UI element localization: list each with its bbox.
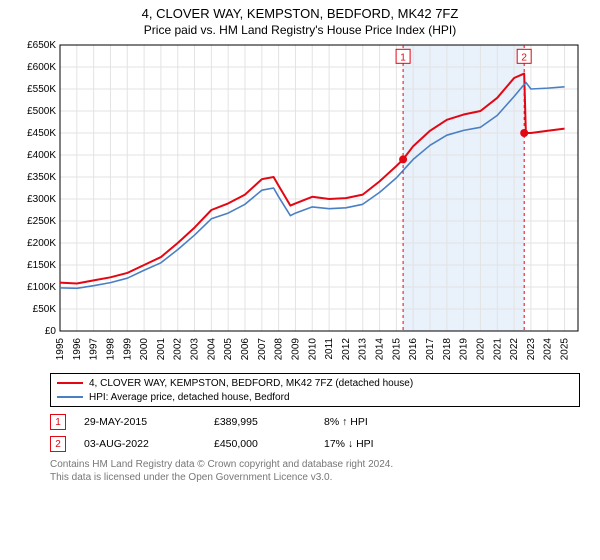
svg-text:£500K: £500K (27, 106, 56, 117)
sale-marker-box: 1 (50, 414, 66, 430)
svg-text:2013: 2013 (358, 338, 369, 361)
svg-text:2017: 2017 (425, 338, 436, 361)
sales-row: 2 03-AUG-2022£450,00017% ↓ HPI (50, 433, 580, 455)
sale-date: 03-AUG-2022 (84, 438, 214, 450)
svg-text:£0: £0 (45, 326, 57, 337)
svg-text:£100K: £100K (27, 282, 56, 293)
page-subtitle: Price paid vs. HM Land Registry's House … (0, 21, 600, 39)
svg-text:2025: 2025 (560, 338, 571, 361)
legend-swatch (57, 382, 83, 384)
svg-text:1995: 1995 (55, 338, 66, 361)
sale-price: £450,000 (214, 438, 324, 450)
svg-text:1998: 1998 (105, 338, 116, 361)
svg-text:2002: 2002 (173, 338, 184, 361)
svg-text:1997: 1997 (89, 338, 100, 361)
legend-label: HPI: Average price, detached house, Bedf… (89, 392, 290, 403)
svg-text:£400K: £400K (27, 150, 56, 161)
svg-text:2021: 2021 (492, 338, 503, 361)
legend: 4, CLOVER WAY, KEMPSTON, BEDFORD, MK42 7… (50, 373, 580, 407)
svg-text:2003: 2003 (190, 338, 201, 361)
footer-attribution: Contains HM Land Registry data © Crown c… (50, 459, 580, 484)
svg-text:£300K: £300K (27, 194, 56, 205)
svg-text:2004: 2004 (206, 338, 217, 361)
legend-row: HPI: Average price, detached house, Bedf… (57, 390, 573, 404)
footer-line: Contains HM Land Registry data © Crown c… (50, 459, 580, 472)
sales-table: 1 29-MAY-2015£389,9958% ↑ HPI 2 03-AUG-2022… (50, 411, 580, 455)
svg-text:2012: 2012 (341, 338, 352, 361)
svg-text:£550K: £550K (27, 84, 56, 95)
svg-text:2023: 2023 (526, 338, 537, 361)
svg-text:2024: 2024 (543, 338, 554, 361)
svg-text:2001: 2001 (156, 338, 167, 361)
chart-area: £0 £50K £100K £150K £200K £250K £300K £350K £400… (12, 39, 588, 369)
svg-text:£150K: £150K (27, 260, 56, 271)
svg-text:2005: 2005 (223, 338, 234, 361)
svg-text:2006: 2006 (240, 338, 251, 361)
svg-text:1: 1 (400, 52, 406, 63)
svg-text:2009: 2009 (290, 338, 301, 361)
sales-row: 1 29-MAY-2015£389,9958% ↑ HPI (50, 411, 580, 433)
svg-text:£650K: £650K (27, 40, 56, 51)
svg-text:2014: 2014 (375, 338, 386, 361)
legend-row: 4, CLOVER WAY, KEMPSTON, BEDFORD, MK42 7… (57, 376, 573, 390)
legend-swatch (57, 396, 83, 398)
svg-text:£600K: £600K (27, 62, 56, 73)
footer-line: This data is licensed under the Open Gov… (50, 472, 580, 485)
svg-text:2019: 2019 (459, 338, 470, 361)
svg-text:1996: 1996 (72, 338, 83, 361)
sale-delta: 17% ↓ HPI (324, 438, 434, 450)
svg-text:1999: 1999 (122, 338, 133, 361)
svg-text:2: 2 (521, 52, 527, 63)
svg-text:2022: 2022 (509, 338, 520, 361)
svg-text:2000: 2000 (139, 338, 150, 361)
svg-text:2018: 2018 (442, 338, 453, 361)
svg-text:£250K: £250K (27, 216, 56, 227)
svg-text:£50K: £50K (33, 304, 57, 315)
svg-text:£350K: £350K (27, 172, 56, 183)
sale-price: £389,995 (214, 416, 324, 428)
svg-text:2010: 2010 (307, 338, 318, 361)
svg-text:2008: 2008 (274, 338, 285, 361)
page-title: 4, CLOVER WAY, KEMPSTON, BEDFORD, MK42 7… (0, 0, 600, 21)
legend-label: 4, CLOVER WAY, KEMPSTON, BEDFORD, MK42 7… (89, 378, 413, 389)
svg-text:2020: 2020 (475, 338, 486, 361)
svg-text:2015: 2015 (391, 338, 402, 361)
svg-text:2011: 2011 (324, 338, 335, 360)
sale-date: 29-MAY-2015 (84, 416, 214, 428)
svg-text:2007: 2007 (257, 338, 268, 361)
svg-text:£450K: £450K (27, 128, 56, 139)
sale-marker-box: 2 (50, 436, 66, 452)
line-chart: £0 £50K £100K £150K £200K £250K £300K £350K £400… (12, 39, 588, 369)
svg-text:£200K: £200K (27, 238, 56, 249)
sale-delta: 8% ↑ HPI (324, 416, 434, 428)
svg-text:2016: 2016 (408, 338, 419, 361)
